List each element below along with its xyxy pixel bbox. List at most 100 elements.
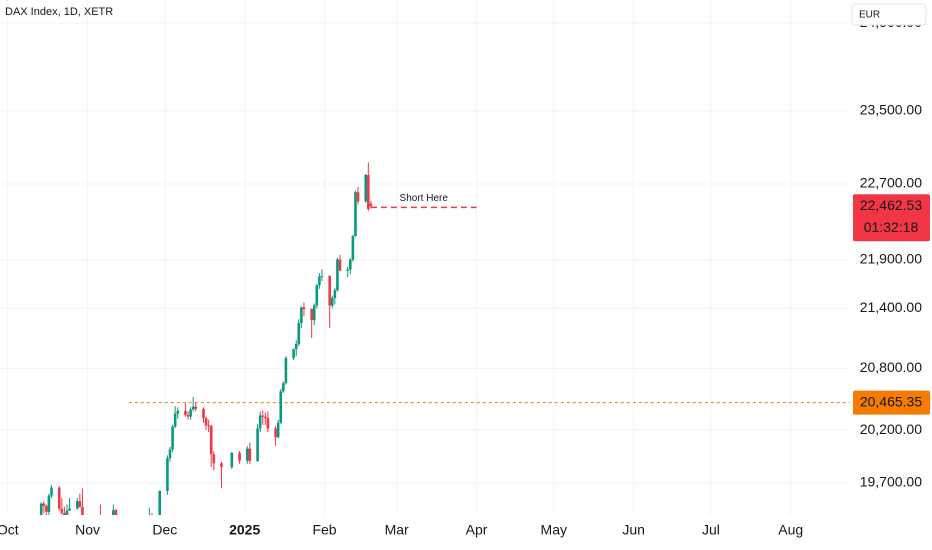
candle-body (300, 307, 303, 323)
candle-body (297, 322, 301, 344)
y-tick-label: 23,500.00 (860, 102, 922, 118)
y-tick-label: 21,900.00 (860, 250, 922, 266)
level-tag (853, 390, 930, 415)
candle-body (238, 452, 241, 461)
candle-body (318, 276, 321, 286)
candle-body (168, 449, 172, 459)
x-tick-label: Nov (75, 522, 100, 538)
candle-body (158, 490, 161, 515)
candle-body (60, 508, 64, 514)
x-tick-label: Aug (778, 522, 803, 538)
candle-body (47, 495, 51, 512)
candle-body (245, 448, 249, 461)
candle-body (279, 391, 283, 423)
candle-body (114, 510, 118, 515)
candle-body (65, 510, 69, 515)
candle-body (330, 298, 334, 306)
candle-body (336, 259, 339, 291)
candle-body (68, 508, 71, 511)
x-tick-label: Feb (312, 522, 336, 538)
candle-body (194, 406, 198, 409)
plot-area: Short Here (39, 162, 850, 515)
candle-body (294, 343, 298, 350)
candle-body (204, 418, 208, 426)
axes: 19,700.00 20,200.00 20,800.00 21,400.00 21,9… (0, 14, 930, 538)
candle-body (369, 203, 373, 207)
candle-body (356, 192, 360, 202)
candle-body (282, 383, 285, 392)
candle-body (150, 514, 154, 515)
candle-body (261, 415, 265, 417)
candle-body (284, 357, 288, 384)
candle-body (266, 417, 270, 429)
candle-body (45, 505, 48, 512)
candle-body (63, 513, 66, 515)
candle-body (328, 275, 331, 306)
last-price-label: 22,462.53 (860, 197, 922, 213)
annotation-text: Short Here (400, 193, 449, 204)
y-tick-label: 19,700.00 (860, 474, 922, 490)
candle-body (346, 269, 350, 271)
candle-body (148, 514, 151, 515)
candle-body (256, 428, 259, 462)
candle-body (310, 308, 313, 321)
currency-label[interactable]: EUR (859, 10, 880, 21)
x-tick-label: May (541, 522, 567, 538)
candle-body (191, 406, 195, 410)
candle-body (209, 425, 213, 455)
candle-body (186, 414, 190, 417)
candle-body (207, 425, 210, 427)
candle-body (78, 501, 82, 507)
candle-body (39, 503, 43, 515)
candle-body (248, 448, 252, 462)
candle-body (349, 259, 352, 270)
y-tick-label: 20,800.00 (860, 359, 922, 375)
candle-body (212, 454, 216, 464)
candle-body (166, 458, 169, 491)
candle-body (354, 192, 357, 236)
last-price-tag (853, 194, 930, 242)
countdown-label: 01:32:18 (864, 219, 919, 235)
candle-body (220, 463, 223, 468)
symbol-title: DAX Index, 1D, XETR (5, 6, 113, 18)
x-tick-label: Jul (702, 522, 720, 538)
candle-body (81, 506, 84, 515)
x-tick-label: 2025 (229, 522, 260, 538)
candle-body (176, 410, 180, 414)
candle-body (57, 487, 61, 509)
candle-body (333, 290, 337, 299)
candle-body (312, 305, 316, 321)
x-tick-label: Oct (0, 522, 19, 538)
candle-body (302, 307, 306, 309)
candle-body (274, 428, 277, 438)
candle-body (171, 426, 174, 450)
candle-body (230, 452, 234, 468)
grid (0, 0, 850, 515)
candle-body (189, 409, 192, 417)
candle-body (184, 410, 187, 415)
candle-body (264, 416, 267, 418)
x-tick-label: Mar (385, 522, 409, 538)
candle-body (173, 413, 177, 427)
x-tick-label: Jun (622, 522, 645, 538)
y-tick-label: 21,400.00 (860, 299, 922, 315)
candle-body (364, 174, 368, 202)
candle-body (367, 174, 370, 209)
candle-body (320, 275, 324, 277)
candle-body (276, 422, 280, 438)
candle-body (315, 285, 319, 306)
y-tick-label: 22,700.00 (860, 175, 922, 191)
candle-body (42, 503, 46, 506)
candle-body (75, 501, 79, 509)
level-label: 20,465.35 (860, 393, 922, 409)
candle-body (351, 235, 355, 260)
candle-body (50, 487, 53, 496)
candle-body (202, 408, 205, 419)
currency-box[interactable] (851, 3, 927, 26)
x-tick-label: Dec (152, 522, 177, 538)
candle-body (258, 415, 262, 429)
y-tick-label: 20,200.00 (860, 421, 922, 437)
